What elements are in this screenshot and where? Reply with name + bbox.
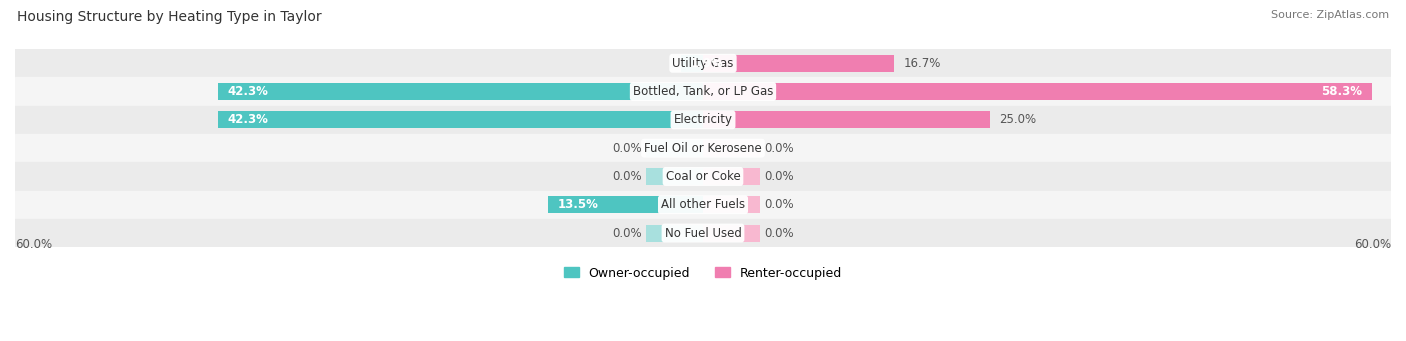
Text: 0.0%: 0.0%: [613, 170, 643, 183]
Text: No Fuel Used: No Fuel Used: [665, 226, 741, 240]
Bar: [645, 140, 703, 157]
Text: 60.0%: 60.0%: [1354, 238, 1391, 251]
Bar: [682, 55, 703, 72]
Text: Fuel Oil or Kerosene: Fuel Oil or Kerosene: [644, 142, 762, 155]
Bar: [218, 83, 703, 100]
Text: 16.7%: 16.7%: [904, 57, 941, 70]
Text: 0.0%: 0.0%: [763, 226, 793, 240]
Bar: [15, 219, 1391, 247]
Bar: [703, 55, 894, 72]
Text: 42.3%: 42.3%: [228, 113, 269, 127]
Text: Utility Gas: Utility Gas: [672, 57, 734, 70]
Bar: [15, 49, 1391, 77]
Bar: [15, 106, 1391, 134]
Text: Housing Structure by Heating Type in Taylor: Housing Structure by Heating Type in Tay…: [17, 10, 322, 24]
Text: 60.0%: 60.0%: [15, 238, 52, 251]
Bar: [703, 168, 761, 185]
Text: Coal or Coke: Coal or Coke: [665, 170, 741, 183]
Bar: [548, 196, 703, 213]
Bar: [645, 225, 703, 241]
Text: 0.0%: 0.0%: [763, 170, 793, 183]
Text: 58.3%: 58.3%: [1322, 85, 1362, 98]
Text: 0.0%: 0.0%: [763, 198, 793, 211]
Text: 0.0%: 0.0%: [613, 226, 643, 240]
Bar: [15, 134, 1391, 162]
Text: Bottled, Tank, or LP Gas: Bottled, Tank, or LP Gas: [633, 85, 773, 98]
Text: All other Fuels: All other Fuels: [661, 198, 745, 211]
Text: 13.5%: 13.5%: [557, 198, 598, 211]
Bar: [15, 162, 1391, 191]
Text: 42.3%: 42.3%: [228, 85, 269, 98]
Bar: [703, 83, 1371, 100]
Bar: [218, 112, 703, 128]
Text: 1.9%: 1.9%: [690, 57, 723, 70]
Text: 0.0%: 0.0%: [613, 142, 643, 155]
Bar: [703, 140, 761, 157]
Bar: [703, 196, 761, 213]
Text: Electricity: Electricity: [673, 113, 733, 127]
Legend: Owner-occupied, Renter-occupied: Owner-occupied, Renter-occupied: [558, 262, 848, 284]
Text: 0.0%: 0.0%: [763, 142, 793, 155]
Bar: [645, 168, 703, 185]
Bar: [15, 191, 1391, 219]
Text: 25.0%: 25.0%: [998, 113, 1036, 127]
Bar: [703, 112, 990, 128]
Bar: [703, 225, 761, 241]
Text: Source: ZipAtlas.com: Source: ZipAtlas.com: [1271, 10, 1389, 20]
Bar: [15, 77, 1391, 106]
